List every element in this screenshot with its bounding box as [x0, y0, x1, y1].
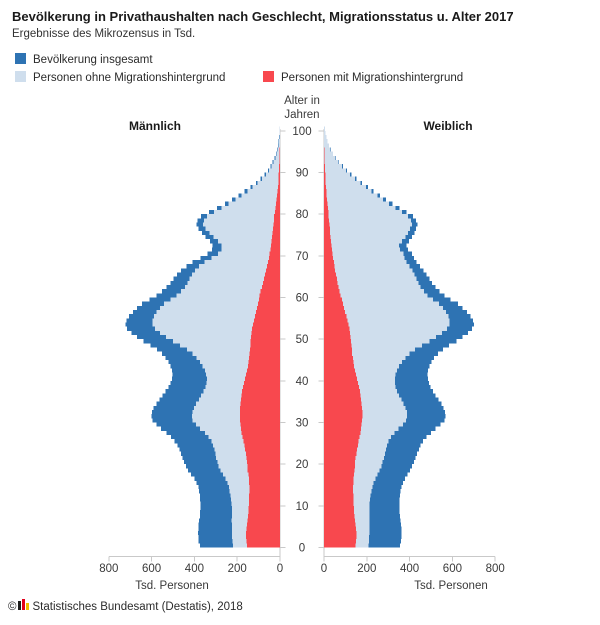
age-tick-label: 70 [296, 251, 309, 263]
right-axis-unit-label: Tsd. Personen [414, 580, 488, 592]
female-mit-area [324, 126, 363, 548]
value-tick-label-right: 600 [443, 563, 462, 575]
age-axis-title-line2: Jahren [284, 109, 319, 121]
legend-swatch-insgesamt [15, 53, 26, 64]
logo-bar [18, 601, 22, 610]
age-tick-label: 50 [296, 334, 309, 346]
age-tick-label: 10 [296, 501, 309, 513]
value-tick-label-left: 600 [142, 563, 161, 575]
legend-item-mit: Personen mit Migrationshintergrund [263, 71, 463, 84]
legend-swatch-mit [263, 71, 274, 82]
legend-label-mit: Personen mit Migrationshintergrund [281, 72, 464, 84]
value-tick-label-right: 0 [321, 563, 327, 575]
legend-label-insgesamt: Bevölkerung insgesamt [33, 54, 153, 66]
legend-item-ohne: Personen ohne Migrationshintergrund [15, 71, 225, 84]
age-tick-label: 30 [296, 418, 309, 430]
age-tick-label: 0 [299, 543, 305, 555]
male-mit-area [239, 126, 280, 548]
footer-text: Statistisches Bundesamt (Destatis), 2018 [32, 601, 243, 613]
age-tick-label: 100 [292, 126, 311, 138]
value-tick-label-left: 400 [185, 563, 204, 575]
copyright-symbol: © [8, 601, 17, 613]
age-tick-label: 60 [296, 293, 309, 305]
age-tick-label: 90 [296, 168, 309, 180]
left-axis-unit-label: Tsd. Personen [135, 580, 209, 592]
footer: © Statistisches Bundesamt (Destatis), 201… [8, 599, 243, 613]
destatis-logo-icon [18, 599, 30, 610]
age-tick-label: 80 [296, 209, 309, 221]
chart-title: Bevölkerung in Privathaushalten nach Ges… [12, 9, 514, 24]
value-tick-label-right: 400 [400, 563, 419, 575]
value-tick-label-right: 200 [357, 563, 376, 575]
age-tick-label: 40 [296, 376, 309, 388]
legend-item-insgesamt: Bevölkerung insgesamt [15, 53, 153, 66]
value-tick-label-left: 0 [277, 563, 283, 575]
age-tick-label: 20 [296, 459, 309, 471]
logo-bar [26, 603, 30, 610]
female-side-title: Weiblich [423, 119, 472, 133]
value-tick-label-left: 200 [228, 563, 247, 575]
age-axis-title-line1: Alter in [284, 95, 320, 107]
legend-label-ohne: Personen ohne Migrationshintergrund [33, 72, 226, 84]
value-tick-label-left: 800 [99, 563, 118, 575]
value-tick-label-right: 800 [486, 563, 505, 575]
legend-swatch-ohne [15, 71, 26, 82]
chart-subtitle: Ergebnisse des Mikrozensus in Tsd. [12, 28, 196, 40]
logo-bar [22, 599, 26, 610]
male-side-title: Männlich [129, 119, 181, 133]
